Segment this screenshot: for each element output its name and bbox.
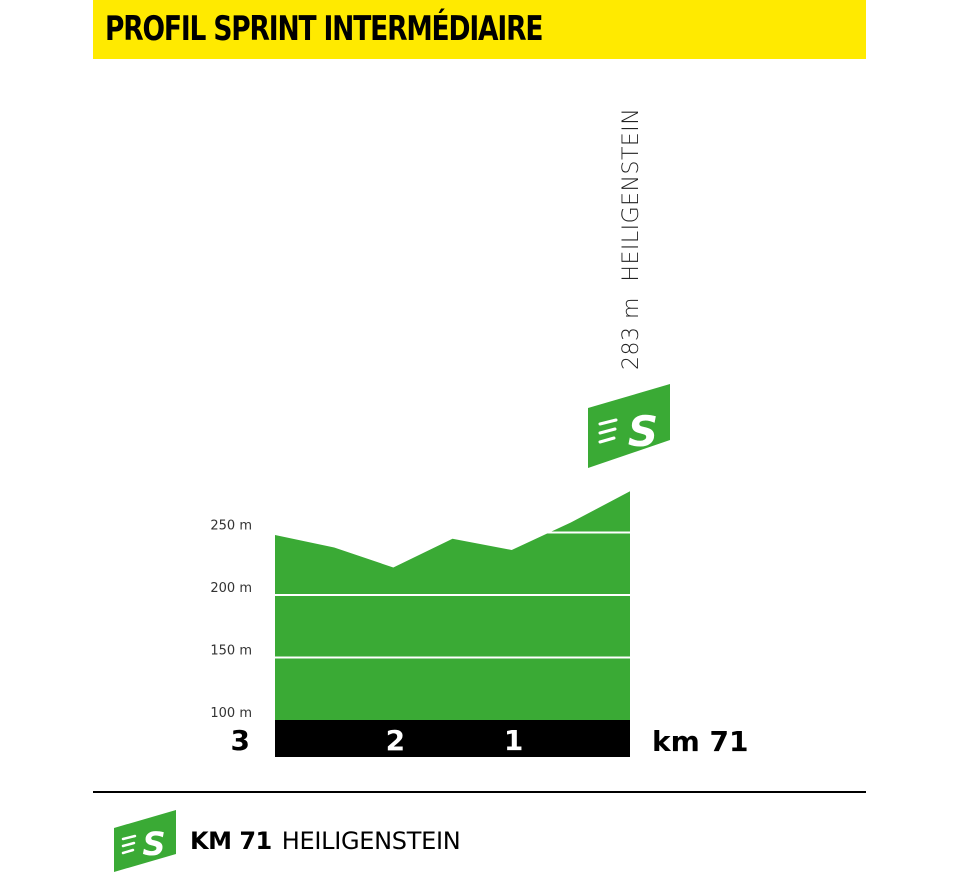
- sprint-point-info: S KM 71 HEILIGENSTEIN: [112, 808, 461, 874]
- speed-line: [598, 427, 617, 435]
- footer-divider: [93, 791, 866, 793]
- distance-marker-label: 3: [231, 724, 250, 757]
- title-bar: PROFIL SPRINT INTERMÉDIAIRE: [93, 0, 866, 59]
- summit-label: 283 m HEILIGENSTEIN: [619, 108, 644, 370]
- sprint-s-letter: S: [628, 407, 658, 456]
- speed-line: [598, 436, 616, 444]
- footer-place-name: HEILIGENSTEIN: [281, 827, 461, 855]
- svg-text:S: S: [142, 825, 165, 863]
- sprint-icon: S: [114, 810, 176, 872]
- footer-km-label: KM 71: [190, 827, 272, 855]
- distance-marker-label: 2: [386, 724, 405, 757]
- summit-name: HEILIGENSTEIN: [619, 108, 644, 282]
- summit-altitude: 283 m: [619, 297, 644, 370]
- distance-marker-label: 1: [504, 724, 523, 757]
- elevation-profile-chart: 100 m 150 m 200 m 250 m 3 2 1 km 71 S 283 m H…: [210, 108, 749, 758]
- y-tick-label: 100 m: [210, 706, 252, 721]
- summit-marker: S 283 m HEILIGENSTEIN: [588, 108, 670, 468]
- y-tick-label: 200 m: [210, 581, 252, 596]
- finish-km-label: km 71: [652, 725, 749, 758]
- distance-bar: [275, 720, 630, 757]
- sprint-badge-shape: [588, 384, 670, 468]
- grid-lines: [275, 531, 630, 659]
- sprint-icon: S: [588, 384, 670, 468]
- distance-markers: 3 2 1: [231, 724, 524, 757]
- speed-line: [598, 418, 618, 426]
- chart-title: PROFIL SPRINT INTERMÉDIAIRE: [105, 9, 543, 49]
- y-tick-label: 150 m: [210, 644, 252, 659]
- y-axis-ticks: 100 m 150 m 200 m 250 m: [210, 519, 252, 722]
- y-tick-label: 250 m: [210, 519, 252, 534]
- elevation-area: [275, 491, 630, 720]
